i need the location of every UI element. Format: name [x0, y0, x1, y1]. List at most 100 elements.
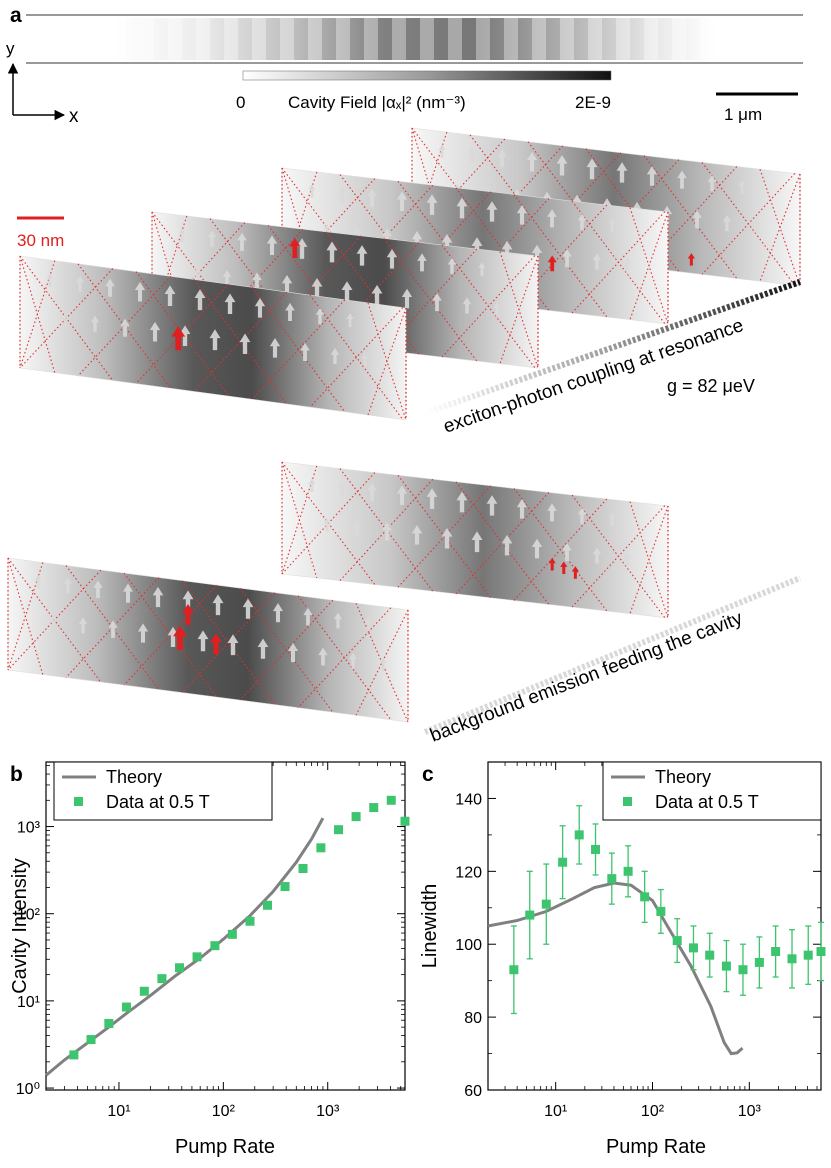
data-point [298, 864, 308, 874]
emitter-arrow [547, 255, 557, 272]
panel-letter-a: a [10, 4, 22, 27]
legend-swatch-data-c [623, 797, 632, 806]
data-point [86, 1035, 96, 1045]
y-axis-letter: y [6, 39, 15, 58]
x-axis-title-c: Pump Rate [606, 1136, 706, 1158]
x-tick-label: 10¹ [107, 1103, 130, 1120]
slab-front-lower [7, 557, 409, 723]
emitter-arrow [289, 237, 301, 258]
y-tick-label: 10¹ [17, 994, 40, 1011]
y-tick-label: 120 [455, 864, 482, 881]
data-point [245, 916, 255, 926]
data-point [104, 1019, 114, 1029]
slab-back-lower [281, 461, 669, 619]
scale-bar-30nm-label: 30 nm [17, 231, 64, 250]
data-point [69, 1050, 79, 1060]
data-point [400, 816, 410, 826]
emitter-arrow [560, 561, 568, 575]
x-tick-label: 10² [212, 1103, 236, 1120]
data-point [591, 844, 601, 854]
panel-c: c 10¹ 10² 10³ 60 80 100 120 140 Pump Rate Linew… [419, 761, 826, 1158]
upper-slab-stack [19, 127, 801, 421]
data-point [541, 899, 551, 909]
data-point [174, 963, 184, 973]
dipole-arrows [308, 184, 631, 272]
colorbar-label: Cavity Field |αₓ|² (nm⁻³) [288, 93, 466, 112]
x-tick-label: 10³ [738, 1103, 762, 1120]
emitter-arrow [173, 625, 187, 651]
data-point [816, 947, 826, 957]
data-point [688, 943, 698, 953]
data-point [558, 857, 568, 867]
dipole-arrows [308, 478, 631, 566]
data-point [640, 892, 650, 902]
legend-entry-data-c: Data at 0.5 T [655, 792, 759, 812]
data-point [574, 830, 584, 840]
coupling-line [424, 279, 801, 416]
legend-box-b [53, 761, 273, 821]
data-point [121, 1002, 131, 1012]
data-point [623, 866, 633, 876]
y-tick-label: 10³ [17, 820, 41, 837]
panel-a: a y x 0 Cavity Field |αₓ|² (nm⁻³) 2E-9 1… [6, 4, 803, 747]
background-line [423, 575, 802, 735]
data-point [386, 795, 396, 805]
dipole-arrows [34, 574, 387, 672]
emitter-arrow [687, 253, 695, 266]
x-axis-letter: x [69, 106, 79, 127]
y-tick-label: 100 [455, 937, 482, 954]
legend-swatch-data-b [74, 797, 83, 806]
dipole-arrows [46, 272, 369, 368]
dipole-arrows [178, 228, 501, 316]
data-point [705, 950, 715, 960]
scale-bar-1um-label: 1 μm [724, 105, 762, 124]
data-point [227, 929, 237, 939]
data-point [672, 936, 682, 946]
data-point [157, 974, 167, 984]
data-point [787, 954, 797, 964]
emitter-arrow [171, 326, 186, 351]
data-point [656, 906, 666, 916]
x-axis-title-b: Pump Rate [175, 1136, 275, 1158]
data-point [334, 825, 344, 835]
y-tick-label: 80 [464, 1010, 482, 1027]
y-tick-label: 140 [455, 791, 482, 808]
data-point [738, 965, 748, 975]
data-point [803, 950, 813, 960]
plot-area-c [487, 805, 826, 1056]
colorbar-min: 0 [236, 93, 245, 112]
legend-entry-data-b: Data at 0.5 T [106, 792, 210, 812]
emitter-arrow [571, 566, 579, 579]
panel-letter-b: b [10, 763, 23, 786]
panel-b: b 10¹ 10² 10³ 10⁰ 10¹ 10² 10³ Pump Rate Cavity… [9, 761, 410, 1158]
lower-slab-stack [7, 461, 669, 723]
data-point [771, 947, 781, 957]
x-tick-label: 10¹ [544, 1103, 567, 1120]
emitter-arrow [210, 633, 222, 655]
data-point [369, 803, 379, 813]
data-point [316, 843, 326, 853]
data-point [210, 941, 220, 951]
data-point [509, 965, 519, 975]
theory-line [487, 881, 744, 1056]
y-tick-label: 10² [17, 907, 41, 924]
data-point [192, 952, 202, 962]
x-tick-label: 10² [641, 1103, 665, 1120]
panel-letter-c: c [422, 763, 434, 786]
legend-b: Theory Data at 0.5 T [53, 761, 273, 821]
background-label: background emission feeding the cavity [427, 608, 746, 747]
data-point [754, 957, 764, 967]
plot-area-b [45, 795, 410, 1077]
cavity-field-fringes [115, 18, 715, 60]
data-point [351, 812, 361, 822]
legend-c: Theory Data at 0.5 T [602, 761, 822, 821]
y-tick-label: 10⁰ [16, 1081, 40, 1098]
legend-entry-theory-b: Theory [106, 767, 162, 787]
y-tick-label: 60 [464, 1083, 482, 1100]
slab-front-1 [19, 255, 407, 421]
colorbar [242, 70, 612, 81]
g-label: g = 82 μeV [667, 376, 755, 396]
data-point [721, 961, 731, 971]
data-point [607, 874, 617, 884]
